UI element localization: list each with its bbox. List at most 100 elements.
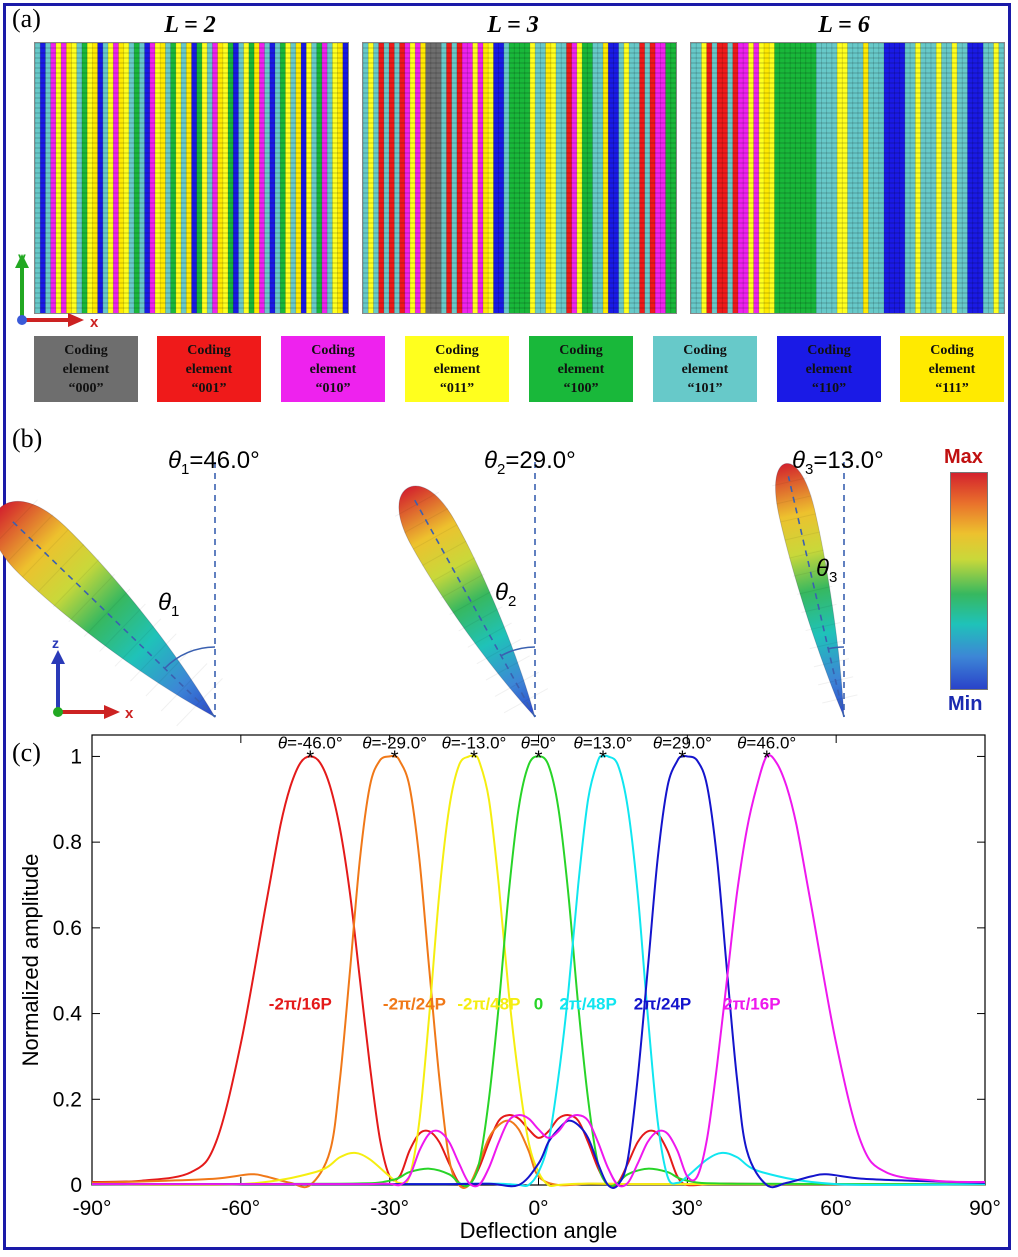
coding-element-1: Coding element “001”	[157, 336, 261, 402]
coding-element-line2: element	[62, 361, 110, 377]
x-tick-label: 90°	[969, 1197, 1001, 1220]
coding-element-4: Coding element “100”	[529, 336, 633, 402]
beam-title: θ3=13.0°	[792, 447, 884, 478]
beam-lobe	[775, 463, 845, 718]
coding-element-line1: Coding	[187, 342, 231, 358]
coding-element-line2: element	[557, 361, 605, 377]
coding-element-code: “010”	[315, 380, 351, 396]
coding-element-6: Coding element “110”	[777, 336, 881, 402]
axis-x-label-b: x	[125, 705, 134, 722]
colorbar	[950, 472, 988, 690]
coding-element-2: Coding element “010”	[281, 336, 385, 402]
y-axis-title: Normalized amplitude	[18, 854, 43, 1067]
metasurface-L2	[34, 42, 349, 314]
y-tick-label: 0.6	[53, 917, 82, 940]
series-line-4	[91, 754, 986, 1187]
coding-element-code: “101”	[687, 380, 723, 396]
x-tick-label: -30°	[370, 1197, 409, 1220]
coding-element-code: “100”	[563, 380, 599, 396]
y-tick-label: 0.2	[53, 1088, 82, 1111]
coding-element-line2: element	[185, 361, 233, 377]
plot-area	[91, 734, 986, 1186]
peak-label: θ=-29.0°	[362, 733, 427, 752]
colorbar-min-label: Min	[948, 693, 983, 715]
axes-icon-a: y x	[15, 249, 99, 331]
panel-b-label: (b)	[12, 424, 43, 453]
axes-icon-b: zx	[51, 635, 134, 722]
peak-marker: *	[599, 747, 607, 769]
beam-1: θ1=46.0° θ1	[0, 447, 260, 727]
peak-marker: *	[391, 747, 399, 769]
peak-marker: *	[535, 747, 543, 769]
beam-patterns: θ1=46.0° θ1 θ2=29.0° θ2 θ3=13.0° θ3 zx	[0, 447, 884, 727]
header-L3: L = 3	[487, 12, 539, 38]
axis-x-label: x	[90, 314, 99, 331]
curve-label: 0	[534, 994, 543, 1013]
beam-angle-label: θ1	[158, 589, 179, 620]
x-tick-label: 60°	[820, 1197, 852, 1220]
coding-element-line2: element	[309, 361, 357, 377]
peak-label: θ=46.0°	[737, 733, 796, 752]
curve-label: 2π/48P	[559, 994, 616, 1013]
peak-label: θ=13.0°	[573, 733, 632, 752]
curve-label: -2π/24P	[383, 994, 446, 1013]
coding-element-0: Coding element “000”	[34, 336, 138, 402]
angle-arc	[164, 646, 216, 669]
peak-marker: *	[470, 747, 478, 769]
coding-element-3: Coding element “011”	[405, 336, 509, 402]
coding-element-code: “001”	[191, 380, 227, 396]
x-tick-label: -90°	[73, 1197, 112, 1220]
panel-a-label: (a)	[12, 4, 41, 33]
y-tick-label: 0.4	[53, 1003, 83, 1026]
colorbar-max-label: Max	[944, 446, 983, 468]
curve-label: 2π/24P	[634, 994, 691, 1013]
panel-c-label: (c)	[12, 738, 41, 767]
peak-label: θ=0°	[521, 733, 556, 752]
metasurface-L6	[690, 42, 1005, 314]
curve-label: -2π/16P	[269, 994, 332, 1013]
coding-element-line2: element	[433, 361, 481, 377]
series-line-5	[91, 754, 986, 1189]
coding-element-line2: element	[681, 361, 729, 377]
coding-element-line1: Coding	[64, 342, 108, 358]
axis-y-label: y	[18, 249, 26, 265]
curve-label: -2π/48P	[457, 994, 520, 1013]
coding-element-line1: Coding	[807, 342, 851, 358]
curve-label: 2π/16P	[723, 994, 780, 1013]
series-line-1	[91, 754, 985, 1189]
beam-angle-label: θ2	[495, 579, 516, 610]
coding-element-7: Coding element “111”	[900, 336, 1004, 402]
angle-arc	[500, 646, 536, 657]
series-line-6	[91, 754, 986, 1188]
coding-element-line1: Coding	[559, 342, 603, 358]
header-L6: L = 6	[818, 12, 870, 38]
beam-lobe	[398, 485, 536, 718]
coding-element-code: “110”	[811, 380, 847, 396]
x-tick-label: -60°	[221, 1197, 260, 1220]
coding-element-line2: element	[928, 361, 976, 377]
header-L2: L = 2	[164, 12, 216, 38]
x-axis-title: Deflection angle	[460, 1218, 618, 1243]
peak-marker: *	[763, 747, 771, 769]
coding-element-line1: Coding	[311, 342, 355, 358]
angle-arc	[828, 646, 845, 650]
coding-element-code: “011”	[439, 380, 475, 396]
peak-label: θ=29.0°	[653, 733, 712, 752]
coding-element-5: Coding element “101”	[653, 336, 757, 402]
series-line-0	[91, 755, 985, 1188]
metasurface-L3	[362, 42, 677, 314]
y-tick-label: 0	[70, 1174, 82, 1197]
beam-title: θ2=29.0°	[484, 447, 576, 478]
beam-title: θ1=46.0°	[168, 447, 260, 478]
peak-marker: *	[306, 747, 314, 769]
peak-marker: *	[678, 747, 686, 769]
beam-angle-label: θ3	[816, 555, 837, 586]
coding-element-code: “000”	[68, 380, 104, 396]
coding-element-line1: Coding	[683, 342, 727, 358]
coding-element-code: “111”	[935, 380, 969, 396]
beam-2: θ2=29.0° θ2	[394, 447, 576, 718]
x-tick-label: 0°	[528, 1197, 548, 1220]
beam-3: θ3=13.0° θ3	[772, 447, 884, 718]
series-line-2	[91, 754, 985, 1187]
